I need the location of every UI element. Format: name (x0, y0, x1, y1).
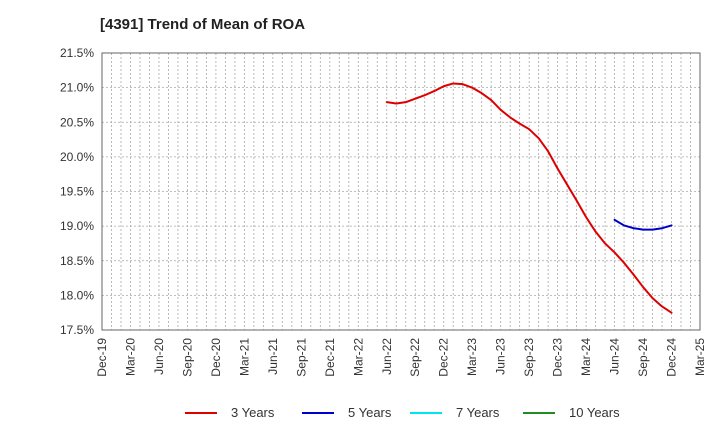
x-tick-label: Jun-22 (380, 338, 394, 375)
legend-swatch (185, 411, 217, 414)
x-tick-label: Mar-25 (693, 338, 707, 376)
x-tick-label: Sep-23 (522, 338, 536, 377)
x-tick-label: Sep-21 (294, 338, 308, 377)
plot-area (102, 53, 700, 330)
y-tick-label: 20.0% (60, 150, 94, 164)
chart-title: [4391] Trend of Mean of ROA (100, 16, 306, 33)
y-tick-label: 17.5% (60, 323, 94, 337)
legend-item-3-years: 3 Years (185, 405, 274, 420)
y-tick-label: 18.0% (60, 288, 94, 302)
x-tick-label: Mar-21 (237, 338, 251, 376)
x-tick-label: Jun-21 (266, 338, 280, 375)
x-tick-label: Mar-22 (351, 338, 365, 376)
y-tick-label: 19.0% (60, 219, 94, 233)
y-tick-label: 20.5% (60, 115, 94, 129)
y-tick-label: 21.5% (60, 46, 94, 60)
legend-label: 7 Years (456, 405, 500, 420)
x-tick-label: Mar-20 (123, 338, 137, 376)
y-tick-label: 19.5% (60, 185, 94, 199)
legend-label: 5 Years (348, 405, 392, 420)
series-line-3-years (385, 82, 673, 314)
x-tick-label: Jun-23 (494, 338, 508, 375)
x-tick-label: Dec-23 (551, 338, 565, 377)
x-tick-label: Jun-24 (608, 338, 622, 375)
x-tick-label: Mar-23 (465, 338, 479, 376)
chart-legend: 3 Years 5 Years 7 Years 10 Years (0, 405, 720, 425)
legend-swatch (523, 411, 555, 414)
x-tick-label: Mar-24 (579, 338, 593, 376)
x-tick-label: Sep-24 (636, 338, 650, 377)
legend-item-5-years: 5 Years (302, 405, 391, 420)
legend-swatch (410, 411, 442, 414)
plot-frame (101, 52, 701, 331)
x-tick-label: Sep-22 (408, 338, 422, 377)
series-line-5-years (613, 218, 673, 231)
x-tick-label: Dec-19 (95, 338, 109, 377)
x-tick-label: Sep-20 (180, 338, 194, 377)
legend-item-10-years: 10 Years (523, 405, 620, 420)
y-tick-label: 21.0% (60, 81, 94, 95)
legend-label: 10 Years (569, 405, 620, 420)
legend-label: 3 Years (231, 405, 275, 420)
legend-item-7-years: 7 Years (410, 405, 499, 420)
x-tick-label: Dec-21 (323, 338, 337, 377)
x-tick-label: Dec-24 (665, 338, 679, 377)
x-tick-label: Dec-22 (437, 338, 451, 377)
legend-swatch (302, 411, 334, 414)
x-tick-label: Dec-20 (209, 338, 223, 377)
y-tick-label: 18.5% (60, 254, 94, 268)
x-tick-label: Jun-20 (152, 338, 166, 375)
